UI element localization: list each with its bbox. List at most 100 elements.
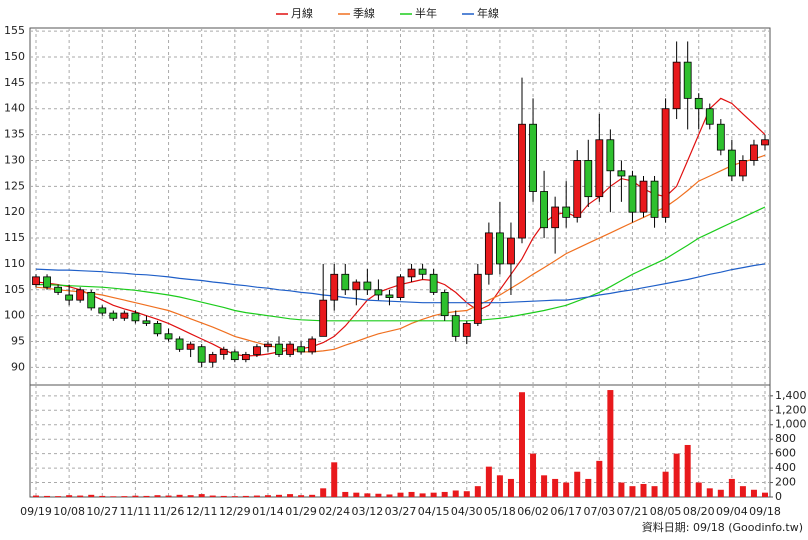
source-note: 資料日期: 09/18 (Goodinfo.tw) <box>642 520 803 534</box>
candle-body <box>131 312 140 322</box>
candle-body <box>562 206 571 218</box>
candle-body <box>694 97 703 110</box>
legend-label: 月線 <box>291 6 313 20</box>
volume-bar <box>342 491 349 497</box>
candle-body <box>164 333 173 340</box>
volume-bar <box>585 478 592 497</box>
candle-body <box>451 315 460 337</box>
candle-body <box>208 354 217 363</box>
y2-tick-label: 0 <box>775 490 782 503</box>
candle-body <box>153 323 162 335</box>
x-tick-label: 10/27 <box>86 505 118 518</box>
volume-bar <box>530 453 537 497</box>
volume-bar <box>231 496 238 497</box>
candle-body <box>551 206 560 229</box>
volume-bar <box>375 493 382 497</box>
volume-bar <box>276 494 282 497</box>
volume-bar <box>485 466 492 497</box>
volume-bar <box>574 471 581 497</box>
candle-body <box>750 144 758 161</box>
volume-bar <box>287 494 294 497</box>
x-tick-label: 09/19 <box>20 505 52 518</box>
candle-body <box>595 139 604 198</box>
volume-bar <box>430 492 437 497</box>
volume-bar <box>187 495 194 497</box>
candle-body <box>606 139 615 172</box>
volume-bar <box>762 492 768 497</box>
x-tick-label: 08/05 <box>650 505 682 518</box>
candle-body <box>76 289 85 301</box>
candle-body <box>761 139 769 146</box>
y-tick-label: 120 <box>4 205 25 218</box>
candle-body <box>518 123 526 239</box>
x-tick-label: 11/26 <box>153 505 185 518</box>
volume-bar <box>618 482 625 497</box>
volume-bar <box>397 492 404 497</box>
candle-body <box>275 343 283 355</box>
candle-body <box>628 175 637 213</box>
candle-body <box>385 294 394 298</box>
volume-bar <box>386 494 393 497</box>
candle-body <box>142 320 151 324</box>
x-tick-label: 08/20 <box>683 505 715 518</box>
y-tick-label: 150 <box>4 50 25 63</box>
legend-label: 半年 <box>415 6 437 20</box>
volume-bar <box>519 392 525 497</box>
volume-bar <box>55 496 62 497</box>
volume-bar <box>220 495 227 497</box>
volume-bar <box>706 488 713 497</box>
candle-body <box>65 294 74 301</box>
x-tick-label: 07/21 <box>617 505 649 518</box>
candle-body <box>396 276 405 298</box>
volume-bar <box>463 491 470 497</box>
candle-body <box>219 348 228 355</box>
candle-body <box>297 346 305 353</box>
x-tick-label: 01/29 <box>285 505 317 518</box>
x-tick-label: 06/17 <box>550 505 582 518</box>
volume-bar <box>474 486 481 497</box>
volume-bar <box>552 478 559 497</box>
volume-bar <box>331 462 338 497</box>
candle-body <box>197 346 206 363</box>
candle-body <box>617 170 626 177</box>
candle-body <box>230 351 239 361</box>
y-tick-label: 140 <box>4 102 25 115</box>
volume-bar <box>629 486 636 497</box>
volume-bar <box>88 494 95 497</box>
candle-body <box>319 299 328 337</box>
candle-body <box>374 289 383 296</box>
price-frame <box>29 27 771 386</box>
x-tick-label: 03/27 <box>385 505 417 518</box>
candle-body <box>429 273 438 293</box>
y-tick-label: 125 <box>4 179 25 192</box>
volume-bar <box>507 478 514 497</box>
candle-body <box>683 61 692 99</box>
volume-bar <box>452 490 459 497</box>
candle-body <box>529 123 537 192</box>
x-tick-label: 12/29 <box>219 505 251 518</box>
candle-body <box>639 180 648 213</box>
volume-bar <box>242 495 249 497</box>
candle-body <box>462 323 471 337</box>
candle-body <box>341 273 350 291</box>
candle-body <box>241 354 250 361</box>
volume-bar <box>99 495 106 497</box>
candle-body <box>727 149 736 177</box>
candle-body <box>484 232 493 275</box>
candle-body <box>573 160 582 218</box>
candle-body <box>440 291 449 317</box>
candle-body <box>54 286 62 293</box>
volume-bar <box>110 496 117 497</box>
volume-bar <box>77 495 84 497</box>
x-tick-label: 04/15 <box>418 505 450 518</box>
y2-tick-label: 1,000 <box>775 418 807 431</box>
volume-bar <box>154 495 161 497</box>
y-tick-label: 135 <box>4 128 25 141</box>
volume-bar <box>176 494 183 497</box>
candle-body <box>175 338 184 350</box>
x-tick-label: 02/24 <box>318 505 350 518</box>
candle-body <box>264 343 272 348</box>
y-tick-label: 105 <box>4 283 25 296</box>
candle-body <box>650 180 659 218</box>
